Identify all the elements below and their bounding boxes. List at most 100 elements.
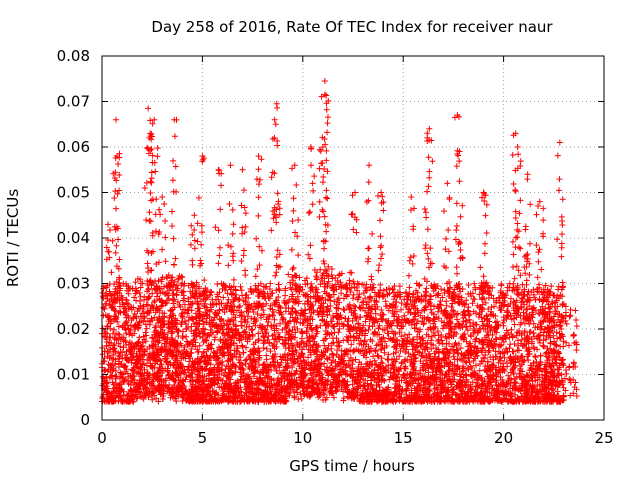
data-point [142, 385, 149, 392]
data-point [384, 330, 391, 337]
data-point [203, 287, 210, 294]
data-point [136, 298, 143, 305]
data-point [390, 350, 397, 357]
data-point [472, 321, 479, 328]
data-point [110, 326, 117, 333]
data-point [229, 306, 236, 313]
data-point [465, 282, 472, 289]
data-point [177, 361, 184, 368]
data-point [155, 398, 162, 405]
data-point [142, 329, 149, 336]
data-point [377, 286, 384, 293]
data-point [544, 345, 551, 352]
data-point [147, 318, 154, 325]
data-point [336, 325, 343, 332]
data-point [495, 381, 502, 388]
data-point [112, 330, 119, 337]
data-point [536, 339, 543, 346]
data-point [471, 280, 478, 287]
data-point [328, 359, 335, 366]
data-point [442, 333, 449, 340]
data-point [228, 304, 235, 311]
data-point [285, 271, 292, 278]
data-point [473, 335, 480, 342]
data-point [512, 380, 519, 387]
data-point [232, 286, 239, 293]
data-point [281, 341, 288, 348]
data-point [328, 266, 335, 273]
data-point [116, 331, 123, 338]
data-point [433, 371, 440, 378]
data-point [470, 296, 477, 303]
data-point [470, 308, 477, 315]
data-point [176, 359, 183, 366]
data-point [529, 314, 536, 321]
data-point [439, 340, 446, 347]
data-point [122, 326, 129, 333]
data-point [337, 279, 344, 286]
data-point [237, 354, 244, 361]
data-point [123, 296, 130, 303]
data-point [234, 307, 241, 314]
data-point [380, 364, 387, 371]
data-point [371, 375, 378, 382]
data-point [123, 300, 130, 307]
data-point [187, 288, 194, 295]
data-point [350, 278, 357, 285]
data-point [188, 323, 195, 330]
data-point [221, 282, 228, 289]
data-point [252, 282, 259, 289]
data-point [134, 275, 141, 282]
data-point [269, 311, 276, 318]
data-point [511, 364, 518, 371]
data-point [314, 292, 321, 299]
data-point [326, 293, 333, 300]
data-point [210, 317, 217, 324]
data-point [335, 272, 342, 279]
data-point [506, 334, 513, 341]
data-point [503, 345, 510, 352]
data-point [225, 296, 232, 303]
data-point [211, 354, 218, 361]
data-point [338, 347, 345, 354]
data-point [179, 274, 186, 281]
data-point [457, 345, 464, 352]
data-point [341, 377, 348, 384]
data-point [353, 327, 360, 334]
data-point [347, 269, 354, 276]
data-point [407, 359, 414, 366]
data-point [116, 352, 123, 359]
data-point [110, 345, 117, 352]
data-point [263, 352, 270, 359]
data-point [511, 341, 518, 348]
data-point [428, 333, 435, 340]
data-point [457, 325, 464, 332]
data-point [298, 350, 305, 357]
data-point [536, 382, 543, 389]
data-point [380, 287, 387, 294]
data-point [240, 349, 247, 356]
data-point [338, 386, 345, 393]
data-point [501, 349, 508, 356]
data-point [470, 322, 477, 329]
data-point [388, 322, 395, 329]
data-point [356, 332, 363, 339]
data-point [214, 380, 221, 387]
data-point [551, 338, 558, 345]
data-point [485, 349, 492, 356]
data-point [132, 279, 139, 286]
data-point [119, 398, 126, 405]
data-point [263, 345, 270, 352]
data-point [385, 307, 392, 314]
data-point [290, 295, 296, 302]
data-point [139, 356, 146, 363]
data-point [316, 356, 323, 363]
data-point [244, 371, 251, 378]
data-point [294, 326, 301, 333]
data-point [340, 306, 347, 313]
data-point [560, 283, 567, 290]
data-point [328, 318, 335, 325]
data-point [285, 390, 292, 397]
data-point [535, 310, 542, 317]
data-point [183, 389, 190, 396]
